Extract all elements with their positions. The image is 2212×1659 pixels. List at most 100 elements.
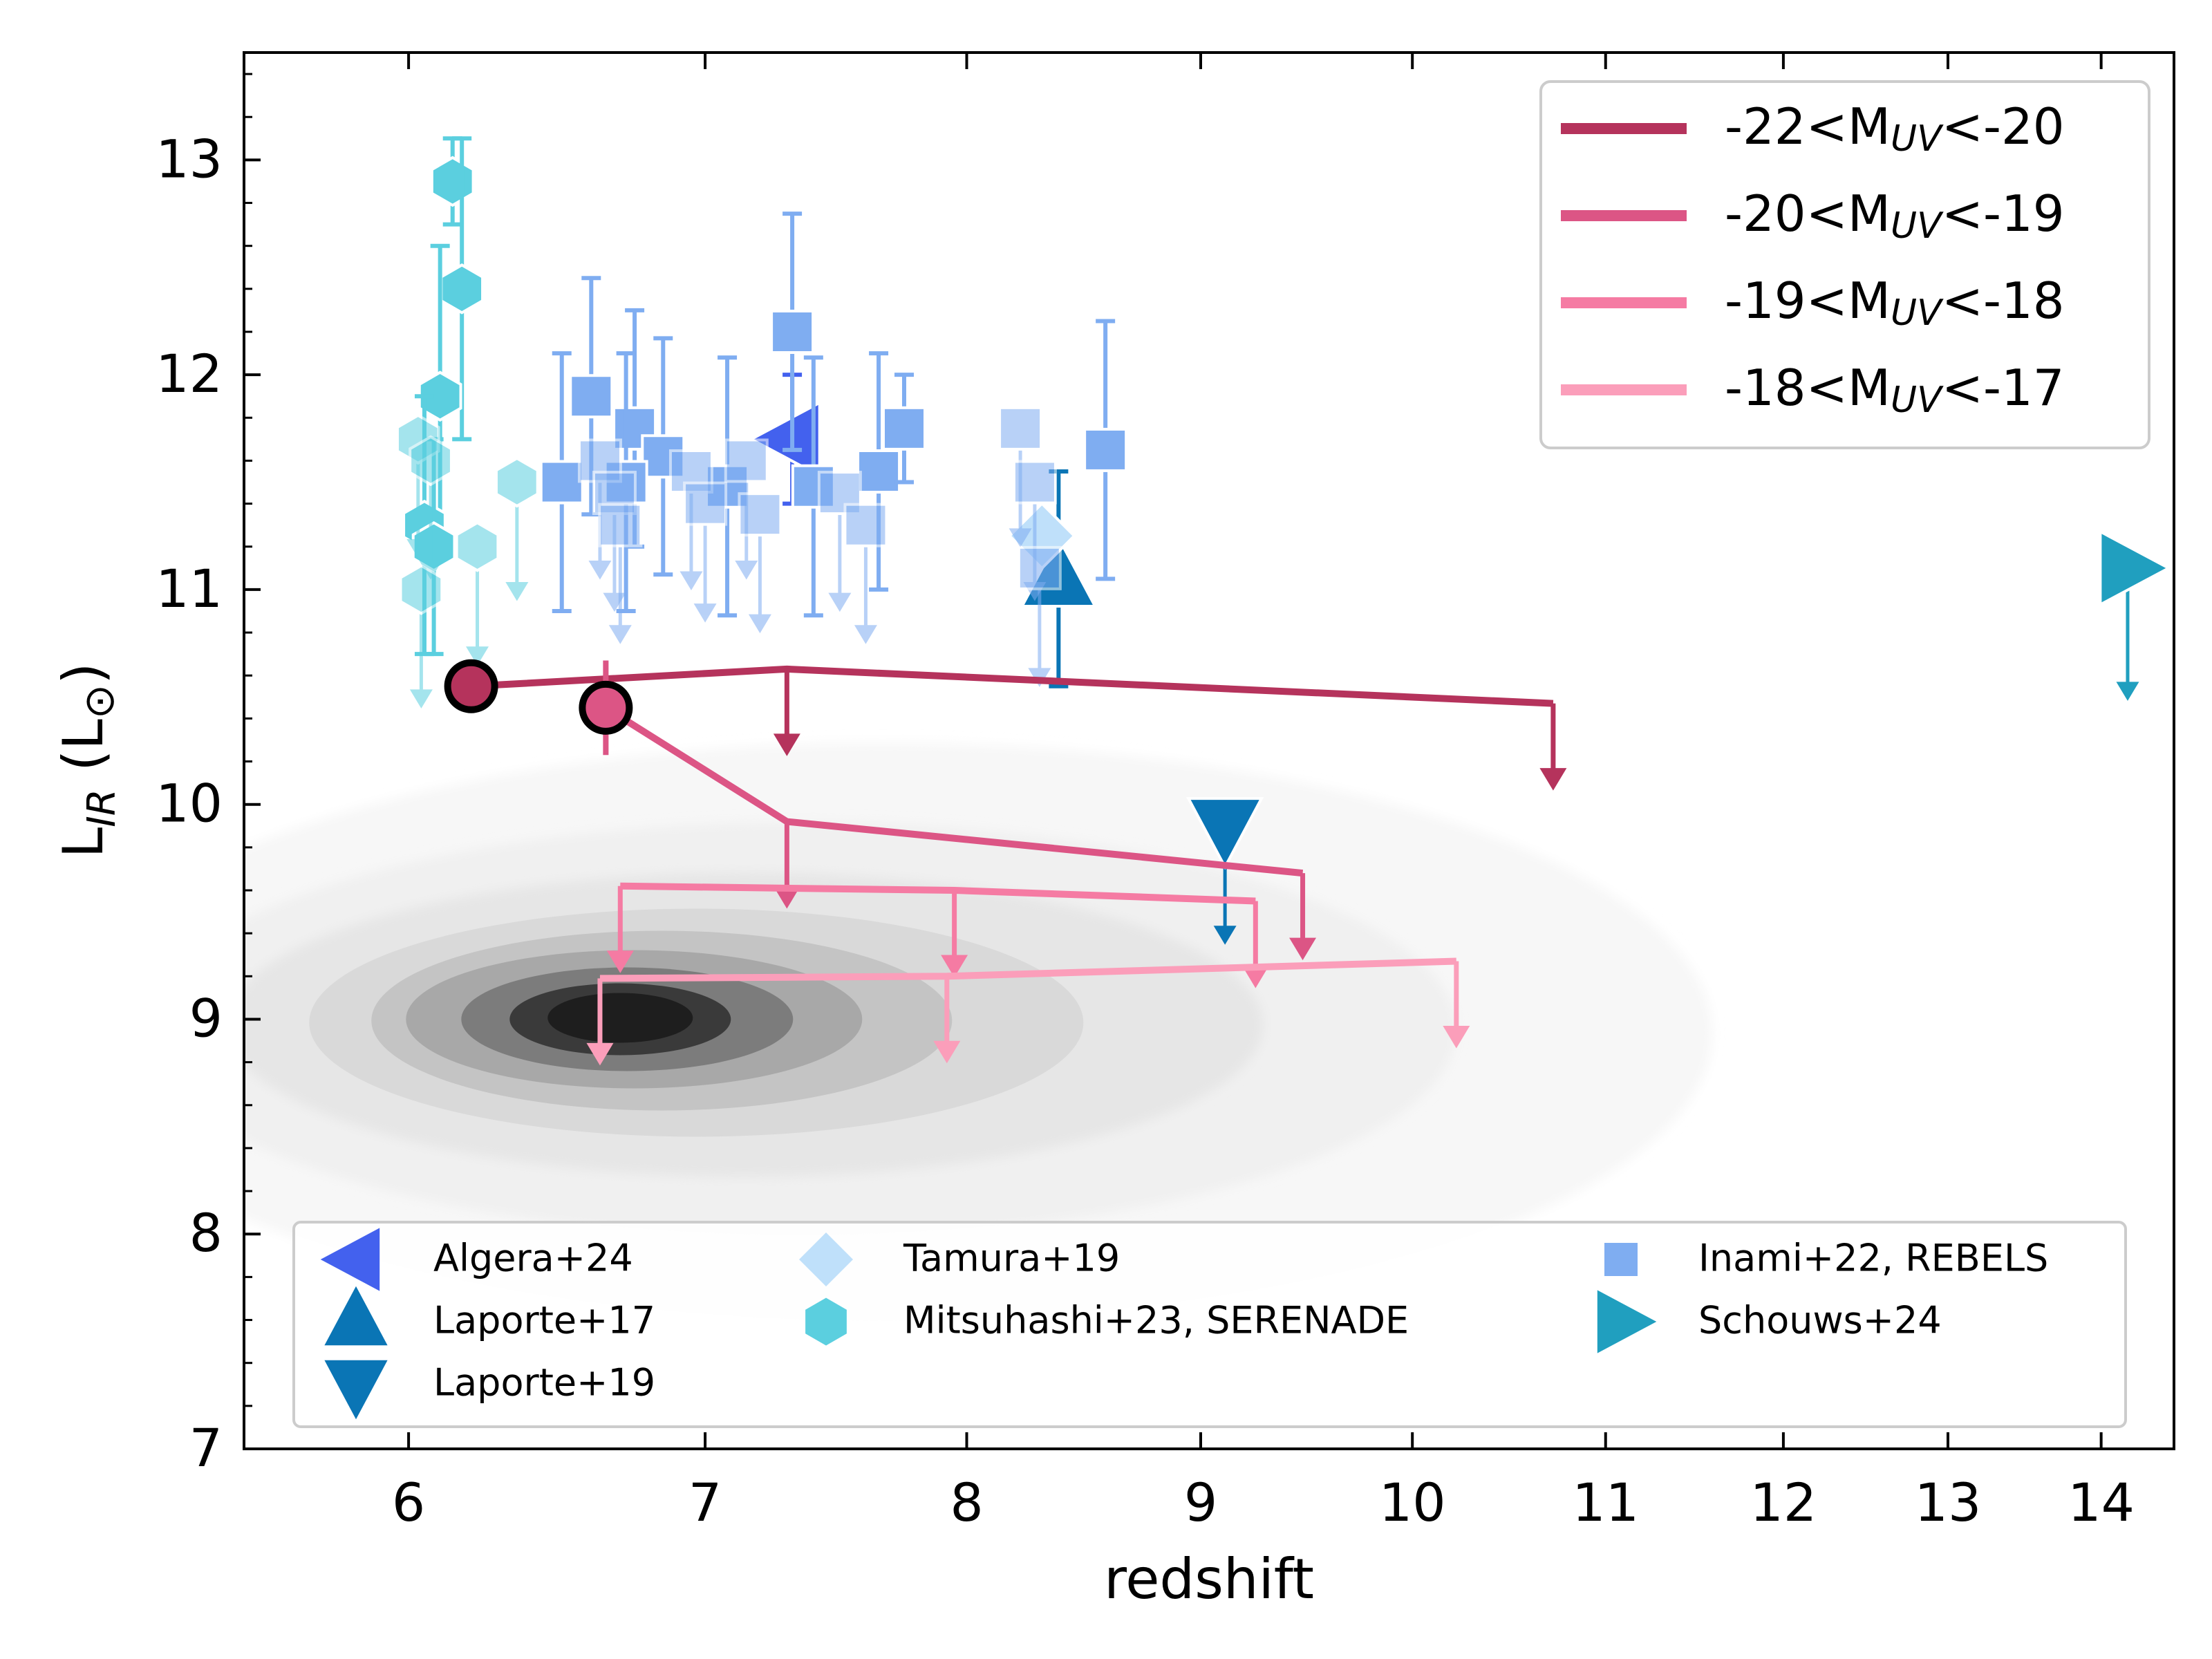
x-tick-label: 7 [688,1472,722,1533]
legend-entry-label: Tamura+19 [903,1237,1120,1280]
series-inami-22-rebels [539,212,1128,687]
data-point [683,481,728,623]
square-marker-icon [569,374,614,419]
hexagon-marker-icon [494,456,539,508]
series-schouws-24 [2099,529,2172,701]
square-marker-icon [856,449,901,494]
legend-label-main: -19<M [1725,272,1891,330]
upper-limit-head-icon [608,625,632,644]
data-point [843,503,888,644]
legend-triangle-left-icon [320,1228,380,1291]
x-tick-label: 14 [2068,1472,2135,1533]
axis-ticks: 6 7 8 9 10 11 12 13 14 7 8 9 10 11 12 13 [156,53,2135,1533]
square-marker-icon [770,310,815,354]
y-tick-label: 13 [156,128,223,189]
x-tick-label: 10 [1379,1472,1446,1533]
stack-series-1 [444,659,1567,791]
literature-points [395,136,2172,945]
square-marker-icon [724,438,769,483]
stack-upper-limit-arrow [1289,873,1317,961]
x-tick-label: 12 [1750,1472,1817,1533]
legend-triangle-up-icon [324,1286,388,1346]
upper-limit-head-icon [679,571,703,590]
series-laporte-19 [1186,797,1264,945]
upper-limit-head-icon [409,689,433,709]
legend-upper: -22<MUV<-20-20<MUV<-19-19<MUV<-18-18<MUV… [1539,80,2150,449]
legend-label-end: <-18 [1942,272,2065,330]
stack-series-4 [586,957,1470,1066]
hexagon-marker-icon [430,156,475,207]
square-marker-icon [539,460,584,505]
square-marker-icon [881,406,926,451]
upper-limit-head-icon [941,955,968,977]
upper-limit-head-icon [466,646,489,666]
y-tick-label: 9 [189,987,223,1049]
upper-limit-head-icon [2116,682,2139,701]
data-point [455,521,500,666]
stack-upper-limit-arrow [1539,703,1567,791]
legend-label-main: -22<M [1725,97,1891,156]
upper-limit-head-icon [933,1040,961,1064]
y-tick-label: 11 [156,558,223,619]
hexagon-marker-icon [440,263,485,315]
square-marker-icon [1012,460,1057,505]
hexagon-marker-icon [399,564,444,615]
data-point [1083,319,1128,581]
upper-limit-head-icon [505,582,529,601]
y-tick-label: 8 [189,1202,223,1264]
legend-lower-frame [292,1221,2127,1428]
legend-label-sub: UV [1891,292,1944,334]
density-level-9 [547,993,693,1043]
stack-series-3 [606,882,1269,988]
data-point [738,492,782,634]
data-point [724,438,769,580]
upper-limit-head-icon [773,886,800,909]
upper-limit-head-icon [1241,966,1269,988]
hexagon-marker-icon [409,435,453,487]
data-point [598,503,643,644]
data-point [539,351,584,613]
legend-triangle-down-icon [324,1360,388,1420]
x-axis-label: redshift [1104,1547,1314,1611]
legend-label-end: <-17 [1942,359,2065,417]
legend-label: -19<MUV<-18 [1725,272,2065,334]
triangle-left-marker-icon [748,400,821,478]
density-contours [244,742,1712,1324]
upper-limit-head-icon [773,733,800,756]
data-point [856,351,901,592]
legend-label-end: <-20 [1942,97,2065,156]
upper-limit-head-icon [1009,528,1032,547]
x-tick-label: 8 [950,1472,983,1533]
legend-label-main: -18<M [1725,359,1891,417]
stack-detection-marker [579,680,633,735]
stacked-series [444,659,1567,1066]
stack-upper-limit-arrow [1241,901,1269,988]
upper-limit-head-icon [1213,926,1237,945]
data-point [1186,797,1264,945]
square-marker-icon [1017,545,1062,590]
legend-entry-label: Schouws+24 [1698,1299,1942,1342]
upper-limit-head-icon [1539,768,1567,791]
plot-area [244,136,2172,1324]
square-marker-icon [683,481,728,526]
upper-limit-head-icon [748,614,771,634]
square-marker-icon [843,503,888,547]
data-point [1012,460,1057,601]
legend-label: -22<MUV<-20 [1725,97,2065,160]
legend-entry-label: Laporte+19 [433,1361,655,1405]
data-point [1017,545,1062,687]
upper-limit-head-icon [606,950,634,973]
legend-entry-label: Inami+22, REBELS [1698,1237,2048,1280]
x-tick-label: 6 [392,1472,425,1533]
upper-limit-head-icon [586,1042,614,1066]
legend-label-sub: UV [1891,118,1944,160]
y-tick-label: 7 [189,1417,223,1479]
x-tick-label: 9 [1184,1472,1217,1533]
stack-upper-limit-arrow [773,821,800,909]
hexagon-marker-icon [455,521,500,572]
stack-upper-limit-arrow [606,885,634,973]
y-axis-label: LIR (L⊙) [51,663,124,859]
triangle-right-marker-icon [2099,529,2172,607]
y-tick-label: 10 [156,773,223,834]
legend-lower: Algera+24 Laporte+17 Laporte+19 Tamura+19 Mi… [292,1221,2127,1428]
